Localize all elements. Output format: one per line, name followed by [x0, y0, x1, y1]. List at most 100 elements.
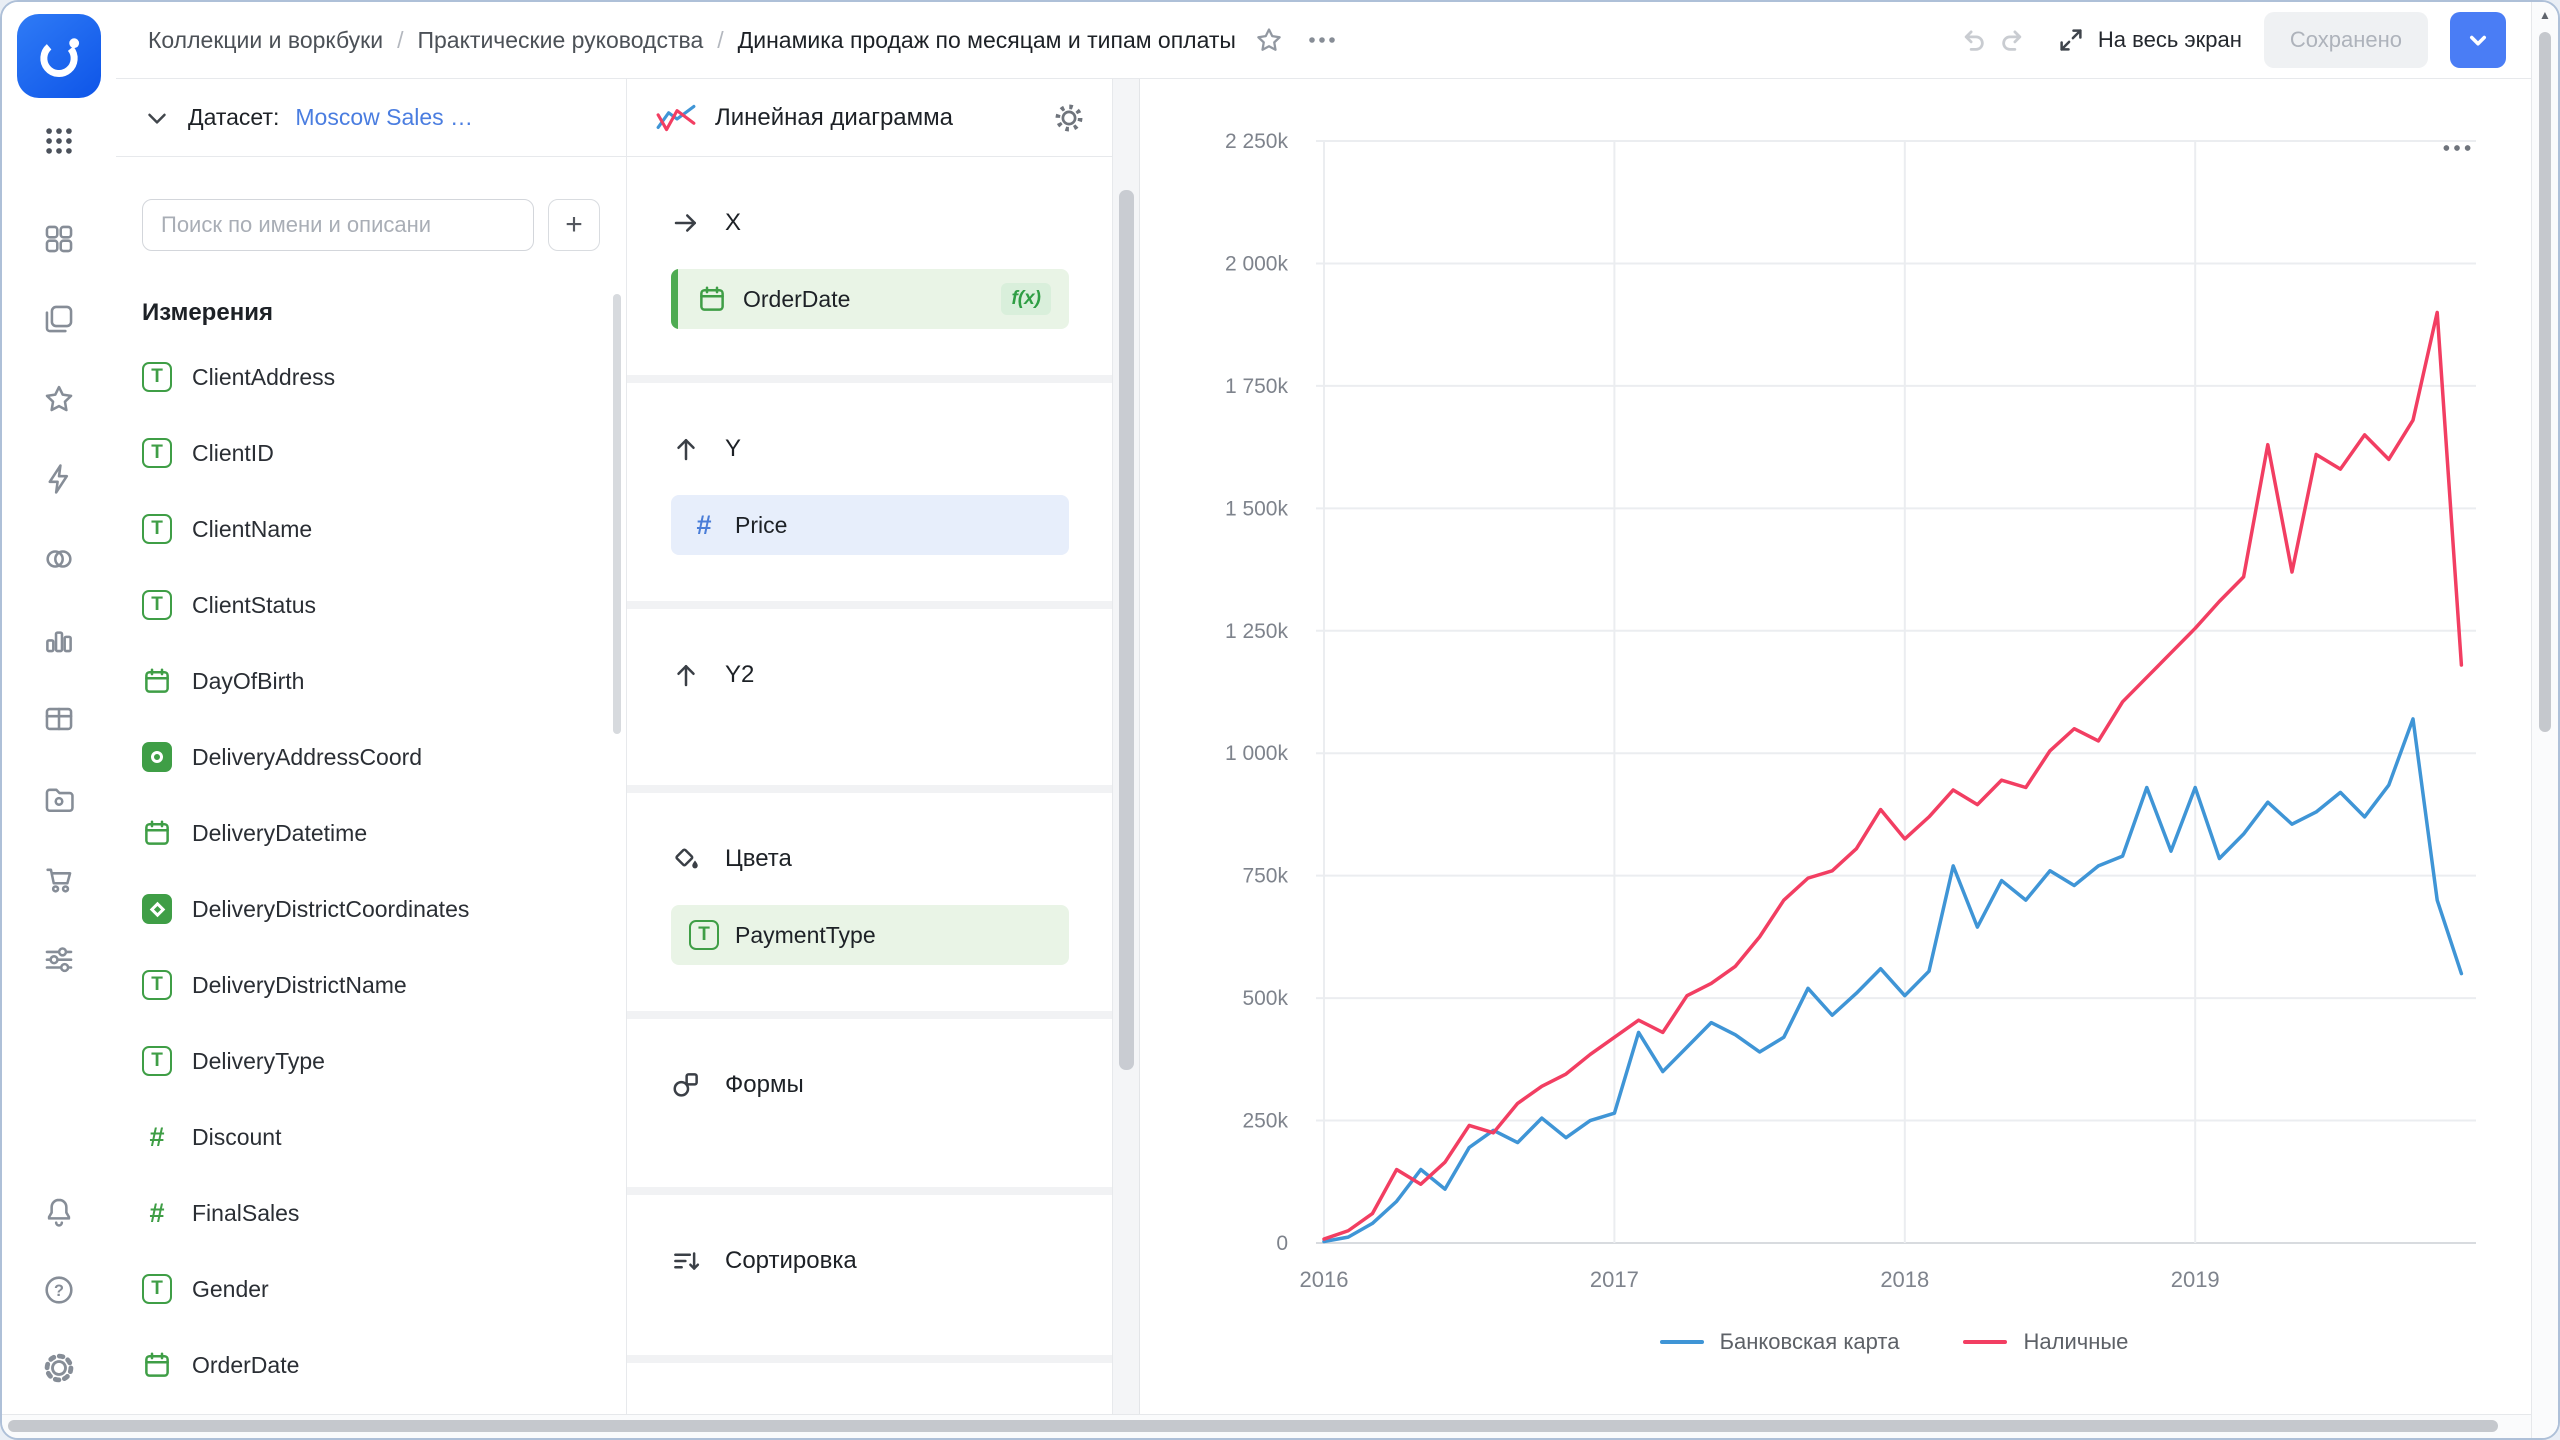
x-axis-tick-label: 2016: [1300, 1267, 1349, 1292]
services-sliders-icon[interactable]: [42, 942, 76, 976]
add-field-button[interactable]: +: [548, 199, 600, 251]
y-field-name: Price: [735, 511, 788, 538]
line-chart-type-icon: [656, 104, 696, 131]
marketplace-cart-icon[interactable]: [42, 862, 76, 896]
legend-line-sample: [1963, 1340, 2008, 1344]
save-dropdown-button[interactable]: [2450, 12, 2506, 68]
undo-button[interactable]: [1958, 25, 1988, 55]
field-search-row: +: [142, 199, 600, 251]
redo-button[interactable]: [1998, 25, 2028, 55]
favorites-star-icon[interactable]: [42, 382, 76, 416]
field-item-DeliveryType[interactable]: T DeliveryType: [116, 1023, 626, 1099]
workbooks-icon[interactable]: [42, 302, 76, 336]
field-item-FinalSales[interactable]: # FinalSales: [116, 1175, 626, 1251]
field-item-DeliveryDistrictCoordinates[interactable]: DeliveryDistrictCoordinates: [116, 871, 626, 947]
field-label: ClientName: [192, 515, 313, 542]
arrow-up-icon: [677, 665, 695, 687]
fullscreen-toggle[interactable]: На весь экран: [2056, 25, 2242, 55]
field-item-ClientName[interactable]: T ClientName: [116, 491, 626, 567]
series-line-Банковская карта: [1322, 717, 2464, 1244]
colors-field-pill[interactable]: T PaymentType: [671, 905, 1069, 965]
breadcrumb-item[interactable]: Коллекции и воркбуки: [148, 26, 384, 53]
y-axis-tick-label: 750k: [1242, 865, 1288, 888]
settings-gear-icon[interactable]: [42, 1351, 76, 1385]
section-divider: [627, 1187, 1113, 1195]
y-axis-tick-label: 0: [1276, 1232, 1288, 1255]
geo-glyph: [149, 901, 165, 917]
section-y-label: Y: [725, 435, 742, 462]
geo-glyph: [151, 751, 163, 763]
scroll-up-arrow[interactable]: ▲: [2539, 8, 2551, 22]
chart-grid: 0 250k 500k 750k 1 000k 1 250k 1 500k 1 750k 2 0…: [1225, 130, 2476, 1292]
section-sort-label: Сортировка: [725, 1247, 857, 1274]
x-axis-tick-label: 2017: [1590, 1267, 1639, 1292]
section-divider: [627, 1355, 1113, 1363]
rail-bottom-group: ?: [42, 1195, 76, 1385]
fields-scrollbar-thumb[interactable]: [613, 294, 621, 734]
notifications-bell-icon[interactable]: [42, 1195, 76, 1229]
field-item-DeliveryDatetime[interactable]: DeliveryDatetime: [116, 795, 626, 871]
section-colors: Цвета T PaymentType: [627, 793, 1113, 1011]
field-item-ClientID[interactable]: T ClientID: [116, 415, 626, 491]
field-item-ClientStatus[interactable]: T ClientStatus: [116, 567, 626, 643]
charts-bar-icon[interactable]: [42, 622, 76, 656]
y-axis-tick-label: 1 750k: [1225, 375, 1289, 398]
field-item-Gender[interactable]: T Gender: [116, 1251, 626, 1327]
field-item-ClientAddress[interactable]: T ClientAddress: [116, 339, 626, 415]
field-item-OrderDate[interactable]: OrderDate: [116, 1327, 626, 1403]
datasets-table-icon[interactable]: [42, 702, 76, 736]
config-scrollbar-thumb[interactable]: [1119, 190, 1134, 1070]
relations-venn-icon[interactable]: [42, 542, 76, 576]
y-axis-tick-label: 1 500k: [1225, 497, 1289, 520]
top-header: Коллекции и воркбуки / Практические руково…: [116, 2, 2532, 79]
favorite-star-button[interactable]: [1254, 25, 1284, 55]
apps-grid-icon[interactable]: [42, 124, 76, 158]
datalens-logo[interactable]: [17, 14, 101, 98]
storage-folder-icon[interactable]: [42, 782, 76, 816]
legend-item[interactable]: Наличные: [1963, 1329, 2128, 1355]
breadcrumb-item[interactable]: Практические руководства: [417, 26, 704, 53]
calendar-icon: [697, 284, 727, 314]
horizontal-scrollbar-thumb[interactable]: [8, 1420, 2498, 1432]
saved-button[interactable]: Сохранено: [2263, 12, 2428, 68]
section-sort: Сортировка: [627, 1195, 1113, 1355]
field-item-DayOfBirth[interactable]: DayOfBirth: [116, 643, 626, 719]
logo-mark-icon: [40, 38, 80, 77]
x-field-pill[interactable]: OrderDate f(x): [671, 269, 1069, 329]
chart-config-panel: Линейная диаграмма X OrderDa: [627, 79, 1140, 1415]
fields-list: T ClientAddress T ClientID T ClientName T Clien…: [116, 339, 626, 1403]
field-item-DeliveryAddressCoord[interactable]: DeliveryAddressCoord: [116, 719, 626, 795]
section-labels: A Подписи: [627, 1363, 1113, 1415]
field-search-input[interactable]: [142, 199, 534, 251]
field-item-DeliveryDistrictName[interactable]: T DeliveryDistrictName: [116, 947, 626, 1023]
y-axis-tick-label: 1 250k: [1225, 620, 1289, 643]
vertical-scrollbar-thumb[interactable]: [2539, 32, 2551, 732]
dataset-label: Датасет:: [188, 104, 280, 130]
paint-bucket-icon: [675, 848, 698, 869]
scrollbar-corner: [2532, 1415, 2558, 1438]
section-x-header: X: [671, 201, 1069, 245]
section-y-header: Y: [671, 427, 1069, 471]
fullscreen-icon: [2060, 29, 2082, 51]
svg-text:?: ?: [54, 1282, 64, 1300]
dashboards-icon[interactable]: [42, 222, 76, 256]
y-field-pill[interactable]: # Price: [671, 495, 1069, 555]
lightning-icon[interactable]: [42, 462, 76, 496]
text-field-icon: T: [142, 970, 172, 1000]
fullscreen-label: На весь экран: [2097, 27, 2242, 52]
more-actions-button[interactable]: [1306, 24, 1338, 56]
text-field-icon: T: [142, 514, 172, 544]
legend-item[interactable]: Банковская карта: [1659, 1329, 1899, 1355]
number-field-icon: #: [696, 509, 712, 540]
field-label: Discount: [192, 1123, 282, 1150]
chart-menu-button[interactable]: [2440, 131, 2474, 165]
chart-settings-gear-icon[interactable]: [1053, 102, 1085, 134]
y-axis-tick-label: 1 000k: [1225, 742, 1289, 765]
field-label: OrderDate: [192, 1351, 300, 1378]
dataset-collapse-chevron-icon[interactable]: [142, 103, 172, 133]
section-y2-header: Y2: [671, 653, 1069, 697]
dataset-name-link[interactable]: Moscow Sales …: [295, 104, 474, 130]
field-item-Discount[interactable]: # Discount: [116, 1099, 626, 1175]
help-icon[interactable]: ?: [42, 1273, 76, 1307]
